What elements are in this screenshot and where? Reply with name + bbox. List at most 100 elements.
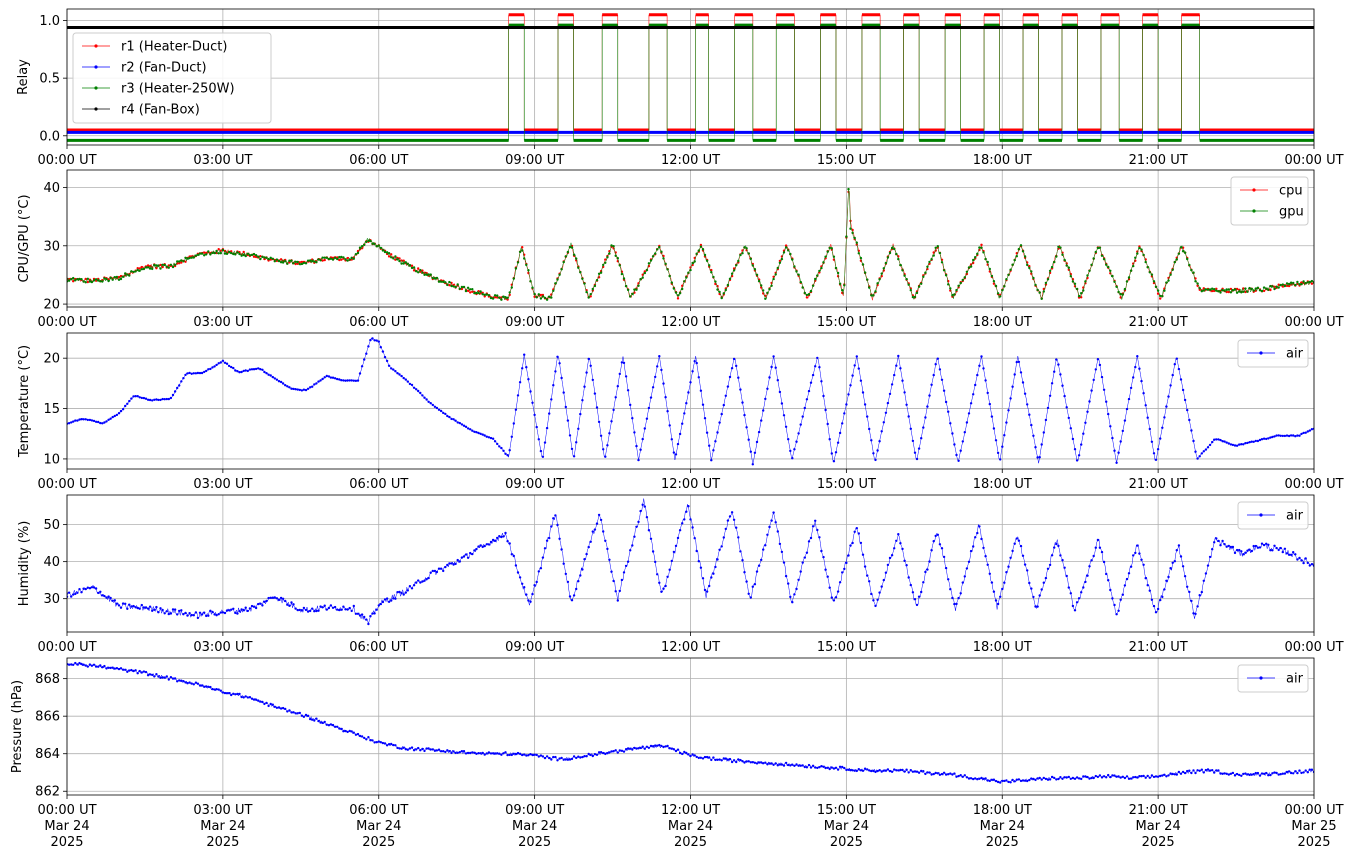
- data-point: [157, 675, 160, 678]
- data-point: [735, 760, 738, 764]
- data-point: [1159, 598, 1162, 602]
- data-point: [425, 747, 428, 750]
- data-point: [121, 602, 125, 605]
- data-point: [992, 282, 996, 285]
- data-point: [427, 400, 430, 403]
- data-point: [142, 606, 146, 609]
- data-point: [421, 271, 424, 274]
- data-point: [757, 761, 761, 764]
- data-point: [1044, 576, 1048, 580]
- data-point: [795, 763, 798, 766]
- data-point: [475, 431, 478, 434]
- data-point: [271, 703, 274, 706]
- data-point: [281, 597, 285, 600]
- data-point: [1267, 437, 1270, 440]
- data-point: [466, 556, 470, 559]
- legend: air: [1237, 339, 1309, 368]
- data-point: [1038, 594, 1041, 597]
- data-point: [1183, 575, 1187, 578]
- data-point: [797, 764, 800, 767]
- data-point: [1171, 268, 1174, 271]
- data-point: [545, 539, 549, 542]
- data-point: [1050, 554, 1054, 557]
- data-point: [629, 403, 632, 407]
- data-point: [462, 750, 466, 753]
- data-point: [1028, 266, 1031, 270]
- data-point: [97, 665, 100, 668]
- data-point: [903, 559, 906, 562]
- data-point: [994, 284, 998, 288]
- data-point: [263, 600, 266, 603]
- data-point: [955, 288, 958, 292]
- data-point: [1215, 289, 1218, 292]
- data-point: [1123, 776, 1127, 780]
- data-point: [722, 536, 725, 539]
- data-point: [502, 295, 505, 298]
- data-point: [82, 587, 85, 590]
- data-point: [830, 247, 833, 250]
- x-tick-label: 15:00 UT: [817, 153, 876, 168]
- data-point: [849, 544, 852, 547]
- data-point: [350, 609, 353, 613]
- data-point: [230, 251, 233, 255]
- data-point: [564, 758, 567, 761]
- data-point: [809, 766, 813, 769]
- data-point: [165, 397, 168, 401]
- data-point: [159, 676, 162, 679]
- data-point: [857, 367, 860, 370]
- data-point: [219, 611, 222, 614]
- data-point: [651, 550, 655, 553]
- data-point: [739, 253, 742, 257]
- data-point: [624, 748, 628, 751]
- data-point: [1082, 432, 1085, 435]
- data-point: [658, 245, 661, 249]
- data-point: [656, 248, 659, 251]
- data-point: [708, 756, 711, 759]
- data-point: [541, 295, 545, 298]
- data-point: [610, 750, 613, 753]
- data-point: [134, 395, 137, 398]
- data-point: [109, 596, 112, 600]
- data-point: [390, 599, 393, 602]
- data-point: [1238, 773, 1241, 777]
- data-point: [672, 550, 676, 554]
- data-point: [982, 251, 985, 254]
- data-point: [182, 680, 185, 683]
- data-point: [1127, 276, 1131, 279]
- data-point: [304, 388, 308, 392]
- data-point: [626, 389, 630, 392]
- data-point: [67, 279, 71, 282]
- data-point: [250, 604, 254, 608]
- data-point: [238, 692, 241, 696]
- y-axis-label: Temperature (°C): [17, 345, 32, 458]
- data-point: [886, 563, 890, 567]
- data-point: [872, 769, 875, 773]
- x-year-label: 2025: [986, 835, 1019, 850]
- x-year-label: 2025: [830, 835, 863, 850]
- data-point: [213, 251, 216, 255]
- data-point: [579, 756, 582, 759]
- data-point: [500, 753, 503, 756]
- data-point: [1277, 286, 1280, 289]
- data-point: [932, 373, 935, 377]
- data-point: [649, 537, 653, 540]
- data-point: [768, 525, 771, 529]
- data-point: [107, 418, 110, 421]
- data-point: [1088, 269, 1091, 272]
- data-point: [1296, 280, 1299, 284]
- data-point: [101, 280, 104, 283]
- data-point: [922, 770, 925, 773]
- x-tick-label: 12:00 UT: [661, 153, 720, 168]
- data-point: [614, 749, 617, 752]
- data-point: [915, 603, 919, 607]
- data-point: [1042, 581, 1046, 584]
- data-point: [884, 261, 888, 265]
- data-point: [186, 257, 189, 260]
- data-point: [1252, 440, 1255, 443]
- data-point: [176, 260, 179, 263]
- data-point: [641, 276, 644, 279]
- data-point: [327, 375, 331, 378]
- data-point: [448, 284, 451, 287]
- data-point: [504, 751, 507, 754]
- data-point: [660, 250, 663, 253]
